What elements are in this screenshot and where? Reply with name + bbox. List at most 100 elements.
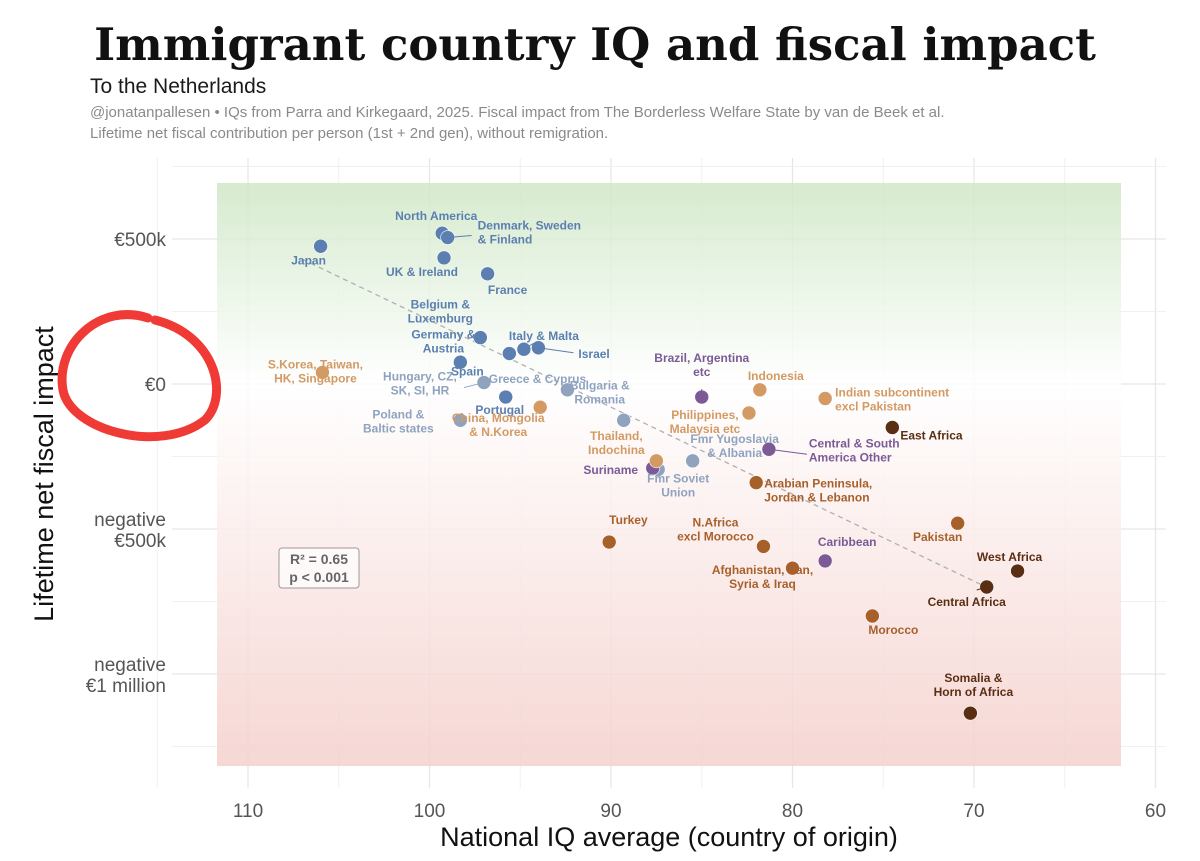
point-label: HK, Singapore (274, 371, 357, 385)
y-tick-label: negative (94, 510, 166, 531)
point-label: Austria (423, 342, 465, 356)
data-point (473, 330, 488, 345)
trendline-path (302, 258, 993, 591)
point-label: Suriname (583, 463, 638, 477)
point-label: Greece & Cyprus (489, 372, 587, 386)
point-label: Indonesia (748, 369, 804, 383)
point-label: Luxemburg (408, 312, 473, 326)
x-tick-label: 100 (414, 801, 446, 822)
data-point (685, 453, 700, 469)
point-label: UK & Ireland (386, 265, 458, 279)
point-label: Germany & (411, 328, 475, 342)
point-label: N.Africa (692, 515, 738, 529)
point-label: Baltic states (363, 421, 434, 435)
point-label: & Finland (478, 233, 533, 247)
point-label: Japan (291, 253, 326, 267)
data-points (313, 225, 1025, 721)
data-point (560, 382, 575, 398)
point-label: etc (693, 365, 711, 379)
point-label: Central Africa (928, 595, 1007, 609)
point-label: Thailand, (590, 429, 643, 443)
positive-band (217, 183, 1121, 384)
data-point (532, 399, 548, 415)
point-label: excl Pakistan (835, 400, 911, 414)
stats-p-value: p < 0.001 (289, 569, 349, 585)
point-label: Afghanistan, Iran, (712, 563, 813, 577)
point-label: & Albania (707, 446, 762, 460)
data-point (453, 354, 468, 370)
point-label: Denmark, Sweden (478, 219, 581, 233)
data-point (315, 365, 330, 380)
point-label: & N.Korea (469, 425, 527, 439)
point-label: France (488, 283, 528, 297)
point-label: Fmr Yugoslavia (690, 432, 779, 446)
x-tick-label: 90 (600, 801, 621, 822)
label-leader-line (523, 342, 535, 350)
point-label: Horn of Africa (934, 685, 1014, 699)
chart-caption-line-1: @jonatanpallesen • IQs from Parra and Ki… (90, 104, 945, 121)
data-point (313, 238, 328, 254)
stats-box-border (278, 547, 360, 589)
background-bands (217, 183, 1121, 766)
point-label: America Other (809, 450, 892, 464)
stats-r2: R² = 0.65 (290, 551, 348, 567)
point-label: excl Morocco (677, 529, 754, 543)
point-label: S.Korea, Taiwan, (268, 357, 363, 371)
point-label: Caribbean (818, 535, 877, 549)
point-label: Philippines, (671, 408, 738, 422)
point-label: Italy & Malta (509, 329, 579, 343)
chart-title: Immigrant country IQ and fiscal impact (94, 18, 1096, 71)
data-point (498, 389, 514, 405)
data-point (817, 553, 833, 569)
point-label: Israel (578, 347, 609, 361)
x-tick-label: 80 (782, 801, 803, 822)
label-leader-line (538, 347, 574, 354)
x-axis-label: National IQ average (country of origin) (440, 822, 898, 852)
point-label: North America (395, 209, 478, 223)
y-tick-label: €0 (145, 375, 166, 396)
data-point (1010, 563, 1025, 579)
point-label: Hungary, CZ, (383, 370, 457, 384)
point-label: China, Mongolia (452, 411, 545, 425)
data-point (865, 608, 880, 624)
x-axis-ticks: 110 100 90 80 70 60 (233, 801, 1166, 822)
data-point (785, 560, 800, 576)
point-label: Morocco (868, 623, 918, 637)
point-label: Union (661, 486, 695, 500)
x-tick-label: 60 (1145, 801, 1166, 822)
point-label: Spain (451, 364, 484, 378)
point-label: Romania (574, 392, 625, 406)
point-label: Central & South (809, 436, 900, 450)
point-label: Jordan & Lebanon (764, 491, 869, 505)
data-point (752, 382, 768, 398)
data-point (885, 420, 900, 435)
point-label: Indian subcontinent (835, 386, 949, 400)
point-label: Syria & Iraq (729, 577, 796, 591)
y-axis-label: Lifetime net fiscal impact (29, 326, 59, 622)
chart-caption-line-2: Lifetime net fiscal contribution per per… (90, 125, 608, 142)
data-point (748, 475, 764, 490)
point-label: Portugal (475, 403, 524, 417)
data-point (616, 412, 632, 428)
y-tick-label: negative (94, 655, 166, 676)
point-label: Fmr Soviet (647, 472, 709, 486)
data-point (649, 453, 664, 469)
point-label: Brazil, Argentina (654, 351, 749, 365)
x-tick-label: 70 (963, 801, 984, 822)
point-label: Indochina (588, 443, 645, 457)
y-tick-label: €500k (114, 531, 166, 552)
point-label: SK, SI, HR (391, 384, 450, 398)
data-point (453, 412, 468, 428)
y-tick-label: €1 million (86, 676, 166, 697)
point-label: Malaysia etc (670, 422, 741, 436)
point-label: Turkey (609, 513, 648, 527)
label-leader-line (463, 382, 485, 389)
point-label: Poland & (372, 407, 424, 421)
point-label: Pakistan (913, 530, 962, 544)
data-point (963, 705, 978, 721)
label-leader-line (447, 235, 472, 239)
data-point (502, 346, 517, 361)
data-point (741, 405, 757, 421)
